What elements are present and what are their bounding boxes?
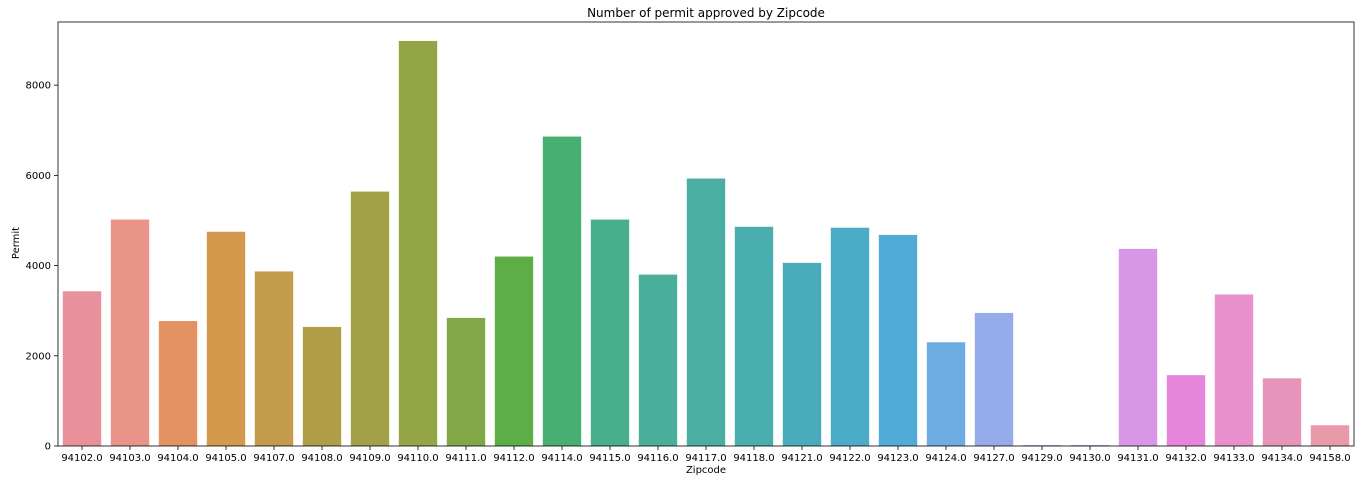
- x-tick-label: 94127.0: [973, 453, 1014, 464]
- x-tick-label: 94107.0: [253, 453, 294, 464]
- y-tick-label: 6000: [26, 171, 51, 182]
- x-tick-label: 94129.0: [1021, 453, 1062, 464]
- x-tick-label: 94102.0: [61, 453, 102, 464]
- x-tick-label: 94130.0: [1069, 453, 1110, 464]
- bar-94127.0: [974, 312, 1014, 446]
- bar-94117.0: [686, 178, 726, 446]
- plot-frame: [57, 21, 1355, 447]
- bar-94123.0: [878, 234, 918, 446]
- bar-94121.0: [782, 262, 822, 446]
- bar-94103.0: [110, 219, 150, 446]
- y-tick-label: 2000: [26, 351, 51, 362]
- bar-94118.0: [734, 226, 774, 446]
- bar-94114.0: [542, 136, 582, 446]
- chart-title: Number of permit approved by Zipcode: [587, 6, 825, 20]
- bar-94130.0: [1070, 445, 1110, 446]
- x-tick-label: 94121.0: [781, 453, 822, 464]
- x-axis-label: Zipcode: [686, 465, 726, 476]
- x-tick-label: 94109.0: [349, 453, 390, 464]
- bars-group: [62, 40, 1350, 446]
- x-tick-label: 94116.0: [637, 453, 678, 464]
- x-tick-label: 94131.0: [1117, 453, 1158, 464]
- x-tick-label: 94103.0: [109, 453, 150, 464]
- bar-94131.0: [1118, 248, 1158, 446]
- bar-94133.0: [1214, 294, 1254, 446]
- bar-94111.0: [446, 317, 486, 446]
- x-tick-label: 94110.0: [397, 453, 438, 464]
- x-tick-label: 94123.0: [877, 453, 918, 464]
- x-tick-label: 94111.0: [445, 453, 486, 464]
- x-tick-label: 94124.0: [925, 453, 966, 464]
- bar-94107.0: [254, 271, 294, 446]
- x-tick-label: 94115.0: [589, 453, 630, 464]
- y-tick-label: 0: [45, 442, 51, 453]
- bar-94109.0: [350, 191, 390, 446]
- bar-94129.0: [1022, 445, 1062, 446]
- bar-94115.0: [590, 219, 630, 446]
- bar-94132.0: [1166, 375, 1206, 446]
- bar-94124.0: [926, 342, 966, 446]
- x-axis-ticks: 94102.0 94103.0 94104.0 94105.0 94107.0 94108…: [61, 446, 1351, 464]
- x-tick-label: 94112.0: [493, 453, 534, 464]
- x-tick-label: 94114.0: [541, 453, 582, 464]
- x-tick-label: 94122.0: [829, 453, 870, 464]
- bar-94134.0: [1262, 378, 1302, 446]
- bar-94158.0: [1310, 425, 1350, 446]
- bar-94105.0: [206, 231, 246, 446]
- y-axis-ticks: 0 2000 4000 6000 8000: [26, 81, 58, 453]
- x-tick-label: 94118.0: [733, 453, 774, 464]
- bar-94122.0: [830, 227, 870, 446]
- x-tick-label: 94117.0: [685, 453, 726, 464]
- x-tick-label: 94134.0: [1261, 453, 1302, 464]
- bar-94102.0: [62, 291, 102, 446]
- x-tick-label: 94105.0: [205, 453, 246, 464]
- x-tick-label: 94108.0: [301, 453, 342, 464]
- x-tick-label: 94132.0: [1165, 453, 1206, 464]
- bar-94108.0: [302, 326, 342, 446]
- x-tick-label: 94104.0: [157, 453, 198, 464]
- bar-94116.0: [638, 274, 678, 446]
- y-tick-label: 4000: [26, 261, 51, 272]
- y-tick-label: 8000: [26, 81, 51, 92]
- y-axis-label: Permit: [11, 227, 22, 259]
- bar-94110.0: [398, 40, 438, 446]
- bar-94104.0: [158, 321, 198, 446]
- bar-94112.0: [494, 256, 534, 446]
- x-tick-label: 94133.0: [1213, 453, 1254, 464]
- x-tick-label: 94158.0: [1309, 453, 1350, 464]
